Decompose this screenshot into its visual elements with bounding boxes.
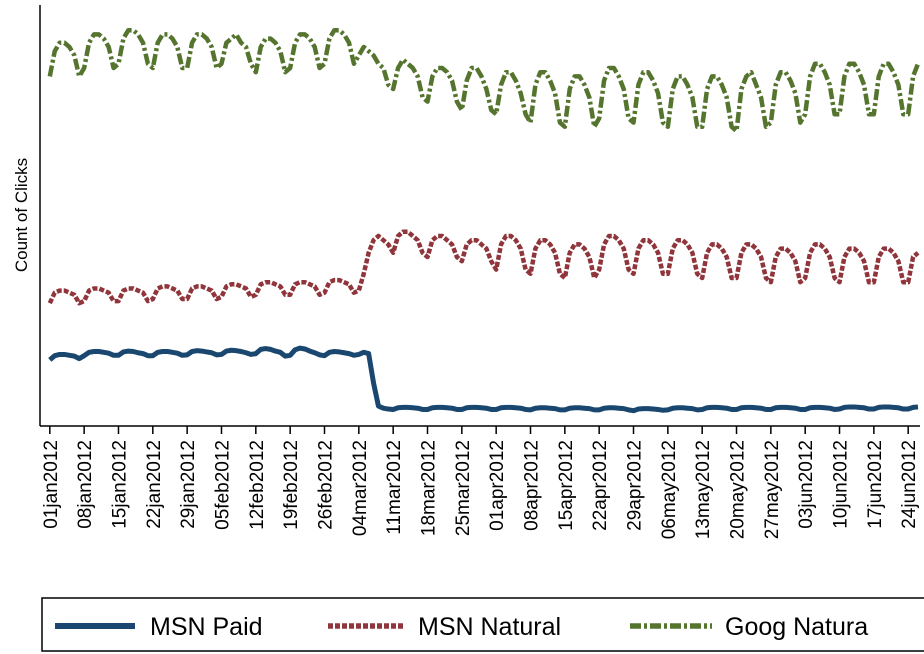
legend-label: MSN Natural — [418, 613, 561, 641]
x-tick-label: 22jan2012 — [144, 440, 165, 529]
legend-box — [41, 597, 924, 652]
x-tick-label: 17jun2012 — [865, 440, 886, 529]
x-tick-label: 08apr2012 — [522, 440, 543, 531]
x-tick-label: 20may2012 — [728, 440, 749, 539]
x-tick-label: 25mar2012 — [453, 440, 474, 536]
x-tick-label: 19feb2012 — [281, 440, 302, 530]
x-tick-label: 03jun2012 — [796, 440, 817, 529]
x-tick-label: 27may2012 — [762, 440, 783, 539]
x-tick-label: 24jun2012 — [899, 440, 920, 529]
series-line — [48, 345, 919, 414]
legend-label: MSN Paid — [150, 613, 263, 641]
x-tick-label: 13may2012 — [693, 440, 714, 539]
x-tick-label: 10jun2012 — [831, 440, 852, 529]
x-tick-label: 04mar2012 — [350, 440, 371, 536]
x-tick-label: 22apr2012 — [590, 440, 611, 531]
x-tick-label: 01apr2012 — [487, 440, 508, 531]
x-tick-label: 01jan2012 — [41, 440, 62, 529]
x-tick-label: 11mar2012 — [384, 440, 405, 535]
x-tick-label: 05feb2012 — [212, 440, 233, 530]
series-line — [47, 229, 920, 306]
x-tick-label: 26feb2012 — [315, 440, 336, 530]
x-tick-label: 15apr2012 — [556, 440, 577, 531]
x-tick-label: 18mar2012 — [418, 440, 439, 536]
x-tick-label: 15jan2012 — [109, 440, 130, 529]
legend-label: Goog Natura — [725, 613, 868, 641]
x-tick-label: 06may2012 — [659, 440, 680, 539]
x-tick-label: 29apr2012 — [625, 440, 646, 531]
x-tick-label: 12feb2012 — [247, 440, 268, 530]
x-tick-label: 29jan2012 — [178, 440, 199, 529]
x-tick-label: 08jan2012 — [75, 440, 96, 529]
series-line — [47, 27, 921, 134]
y-axis-title: Count of Clicks — [12, 158, 31, 272]
